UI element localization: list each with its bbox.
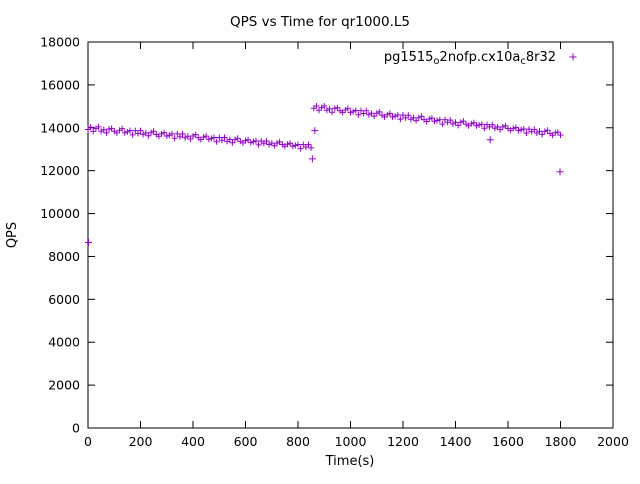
x-tick-label: 1400: [440, 434, 472, 449]
x-tick-label: 600: [234, 434, 258, 449]
axis-ticks: 0 200 400 600 800 1000 1200 1400 1600 1800 2000 0 20…: [40, 35, 629, 450]
y-tick-label: 2000: [48, 378, 80, 393]
legend-marker-icon: [569, 53, 577, 61]
y-axis-label: QPS: [5, 222, 20, 248]
y-tick-label: 4000: [48, 335, 80, 350]
y-tick-label: 0: [72, 421, 80, 436]
x-tick-label: 1600: [492, 434, 524, 449]
x-tick-label: 1200: [387, 434, 419, 449]
plot-border: [87, 41, 614, 429]
x-tick-label: 400: [181, 434, 205, 449]
legend-label-part: pg1515: [384, 50, 434, 65]
y-tick-label: 12000: [40, 163, 80, 178]
legend-label: pg1515o2nofp.cx10ac8r32: [384, 50, 556, 67]
x-tick-label: 1000: [335, 434, 367, 449]
data-points-outliers: [85, 127, 564, 246]
x-tick-label: 800: [286, 434, 310, 449]
legend-label-part: c: [520, 56, 526, 67]
x-tick-label: 2000: [597, 434, 629, 449]
y-tick-label: 10000: [40, 206, 80, 221]
legend-label-part: 2nofp.cx10a: [440, 50, 521, 65]
x-tick-label: 200: [129, 434, 153, 449]
x-tick-label: 1800: [545, 434, 577, 449]
y-tick-label: 6000: [48, 292, 80, 307]
y-tick-label: 14000: [40, 120, 80, 135]
data-points-series: [85, 103, 564, 152]
chart-title: QPS vs Time for qr1000.L5: [230, 14, 410, 30]
y-tick-label: 8000: [48, 249, 80, 264]
y-tick-label: 16000: [40, 77, 80, 92]
x-axis-label: Time(s): [325, 454, 375, 469]
x-tick-label: 0: [84, 434, 92, 449]
legend-label-part: 8r32: [526, 50, 556, 65]
y-tick-label: 18000: [40, 35, 80, 50]
legend-label-part: o: [433, 56, 439, 67]
